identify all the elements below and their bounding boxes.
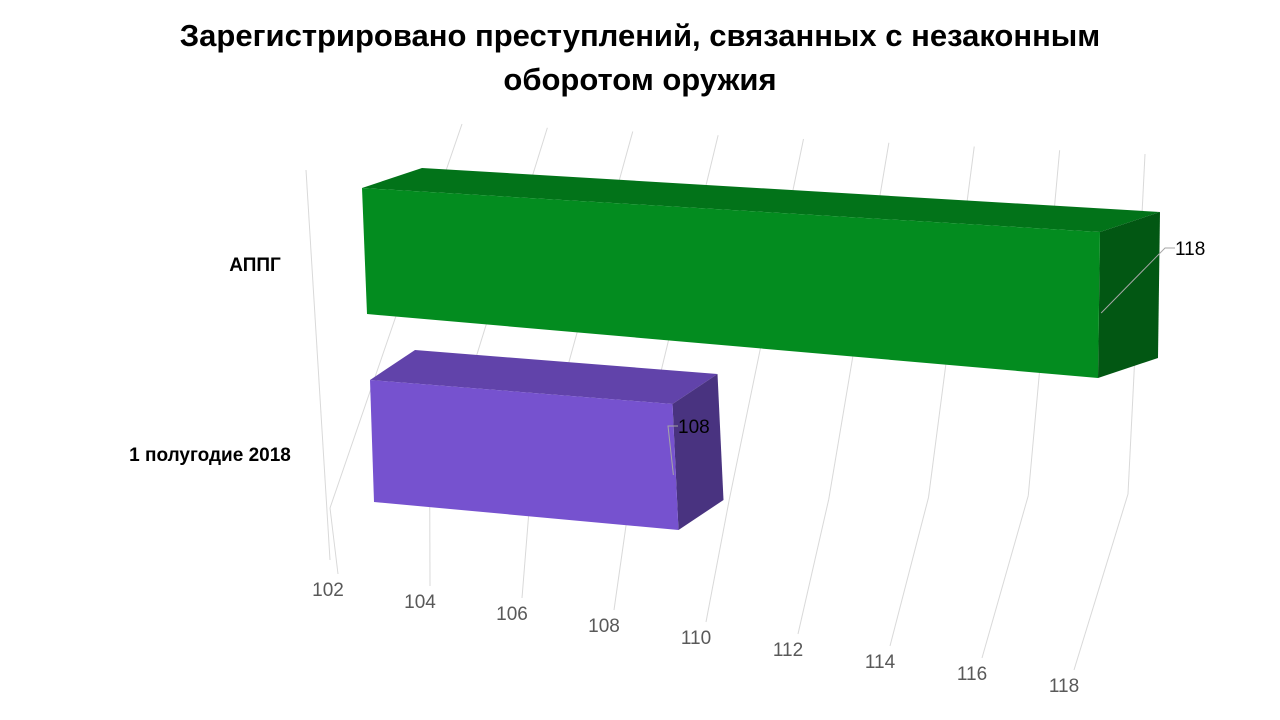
chart-title-line-1: Зарегистрировано преступлений, связанных…: [179, 18, 1101, 53]
x-tick-label: 110: [681, 628, 711, 649]
bar-side-face: [1098, 212, 1160, 378]
wall-edge-line: [305, 169, 331, 561]
x-tick-label: 106: [496, 604, 528, 625]
labels: 102 104 106 108 110 112 114 116 118 118 АППГ 108 1 п…: [129, 239, 1205, 697]
chart-title: Зарегистрировано преступлений, связанных…: [0, 14, 1280, 102]
bar-top-face: [370, 350, 718, 404]
data-label-leader: [1100, 247, 1175, 314]
category-label: АППГ: [229, 255, 281, 276]
x-tick-label: 112: [773, 640, 803, 661]
gridline-floor: [705, 500, 730, 623]
gridline-floor: [797, 499, 830, 635]
bar-top-face: [362, 168, 1160, 232]
x-tick-label: 104: [404, 592, 436, 613]
data-label: 118: [1175, 239, 1205, 260]
x-tick-label: 102: [312, 580, 344, 601]
data-label-leader: [667, 425, 678, 476]
x-tick-label: 114: [865, 652, 896, 673]
gridline-floor: [889, 497, 929, 647]
gridline-floor: [1073, 493, 1129, 671]
bar-front-face: [362, 188, 1100, 378]
x-tick-label: 116: [957, 664, 987, 685]
bar-front-face: [370, 380, 679, 530]
chart-title-line-2: оборотом оружия: [503, 62, 777, 97]
leader-lines: [667, 247, 1175, 476]
x-tick-label: 118: [1049, 676, 1079, 697]
gridline-floor: [329, 507, 339, 575]
x-tick-label: 108: [588, 616, 620, 637]
category-label: 1 полугодие 2018: [129, 445, 291, 466]
bars: [362, 168, 1160, 530]
gridline-floor: [981, 495, 1029, 659]
bar-side-face: [672, 374, 724, 530]
gridline-floor: [521, 504, 530, 599]
data-label: 108: [678, 417, 710, 438]
